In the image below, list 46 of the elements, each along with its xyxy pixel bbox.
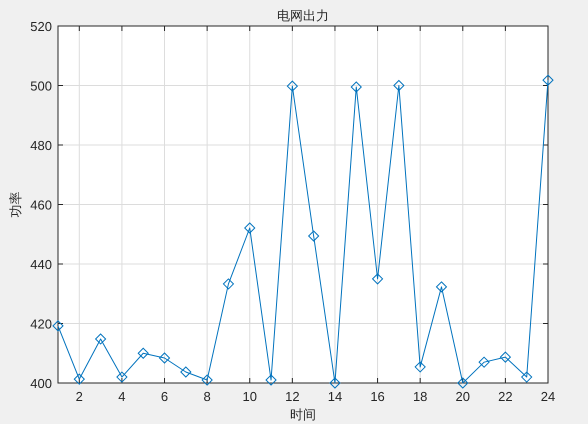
- point: [393, 80, 404, 91]
- x-tick-label: 8: [204, 389, 211, 404]
- x-tick-label: 6: [160, 389, 168, 404]
- y-tick-label: 420: [30, 316, 52, 332]
- point: [457, 378, 468, 388]
- point: [414, 361, 426, 372]
- point: [202, 374, 213, 386]
- point: [521, 372, 532, 383]
- point: [500, 352, 511, 363]
- x-tick-label: 10: [242, 389, 257, 404]
- point: [116, 372, 128, 383]
- point: [266, 374, 277, 386]
- point: [329, 378, 340, 388]
- point: [478, 356, 490, 368]
- y-tick-label: 480: [30, 138, 52, 153]
- x-tick-label: 2: [76, 389, 83, 404]
- point: [159, 352, 170, 364]
- x-tick-label: 20: [456, 389, 470, 404]
- x-tick-label: 16: [370, 389, 385, 404]
- chart-title: 电网出力: [277, 8, 329, 23]
- x-tick-label: 18: [412, 389, 428, 404]
- x-tick-label: 22: [498, 389, 513, 404]
- x-tick-label: 14: [328, 389, 342, 404]
- point: [308, 230, 320, 242]
- point: [180, 366, 192, 378]
- y-tick-label: 520: [30, 19, 52, 34]
- point: [372, 273, 384, 284]
- point: [436, 281, 447, 292]
- y-axis-title: 功率: [8, 192, 23, 218]
- point: [138, 348, 149, 359]
- y-tick-label: 440: [30, 257, 52, 272]
- point: [52, 320, 64, 332]
- point: [286, 80, 298, 92]
- y-tick-label: 460: [30, 198, 52, 212]
- point: [350, 81, 362, 92]
- x-tick-label: 12: [285, 389, 300, 404]
- point: [222, 278, 234, 290]
- x-axis-title: 时间: [290, 407, 316, 422]
- y-tick-label: 500: [30, 78, 52, 94]
- point: [95, 333, 106, 344]
- x-tick-label: 24: [540, 389, 556, 404]
- point: [542, 74, 554, 86]
- point: [74, 374, 85, 385]
- x-tick-label: 4: [118, 389, 126, 404]
- y-tick-label: 400: [30, 376, 52, 391]
- point: [244, 222, 256, 234]
